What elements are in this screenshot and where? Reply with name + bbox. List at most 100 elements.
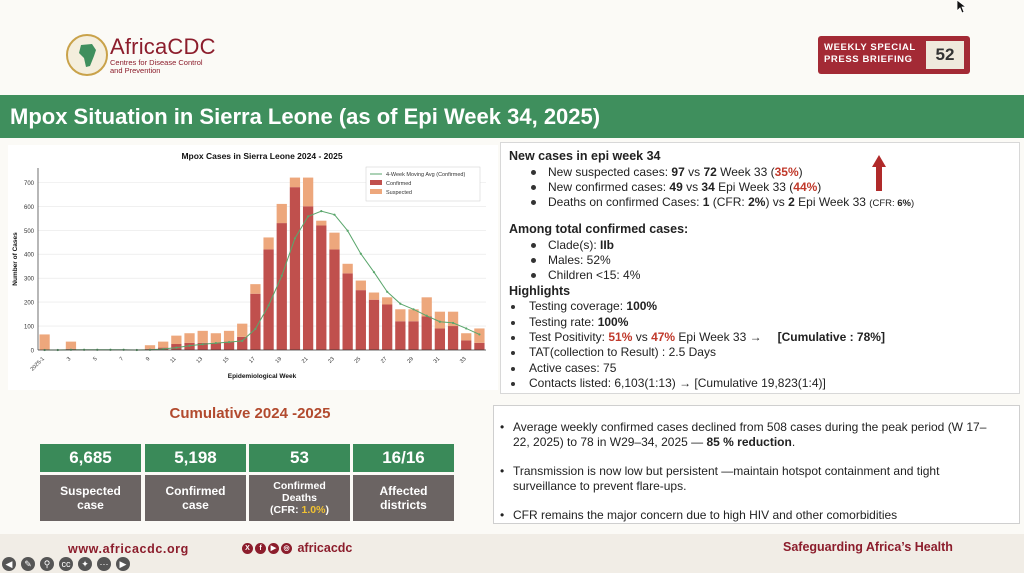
moving-average-point	[425, 314, 428, 317]
confirmed-bar	[263, 249, 274, 350]
males-row: Males: 52%	[531, 253, 611, 267]
suspected-bar	[461, 333, 472, 341]
chart-title: Mpox Cases in Sierra Leone 2024 - 2025	[181, 151, 342, 161]
confirmed-bar	[250, 293, 261, 350]
suspected-bar	[421, 297, 432, 317]
facebook-icon[interactable]: f	[255, 543, 266, 555]
positivity-row: Test Positivity: 51% vs 47% Epi Week 33 …	[511, 330, 885, 344]
confirmed-bar	[408, 321, 419, 350]
rate-row: Testing rate: 100%	[511, 315, 628, 329]
x-tick-label: 23	[327, 356, 336, 365]
y-tick-label: 100	[24, 325, 35, 331]
suspected-bar	[144, 345, 156, 349]
moving-average-point	[412, 308, 415, 311]
x-tick-label: 11	[169, 356, 177, 364]
mouse-pointer-icon	[957, 0, 967, 14]
suspected-bar	[474, 328, 485, 343]
moving-average-point	[307, 215, 310, 218]
note-cfr: • CFR remains the major concern due to hi…	[500, 508, 898, 522]
stat-value: 5,198	[145, 444, 246, 472]
suspected-bar	[316, 220, 327, 226]
website-link[interactable]: www.africacdc.org	[68, 542, 189, 556]
instagram-icon[interactable]: ◎	[281, 543, 292, 555]
suspected-row: New suspected cases: 97 vs 72 Week 33 (3…	[531, 165, 803, 179]
confirmed-bar	[302, 206, 314, 350]
pen-icon[interactable]: ✎	[21, 556, 35, 571]
stat-deaths: 53 Confirmed Deaths (CFR: 1.0%)	[249, 444, 350, 521]
stat-value: 6,685	[40, 444, 141, 472]
y-tick-label: 0	[31, 349, 35, 355]
suspected-bar	[184, 333, 195, 343]
x-icon[interactable]: X	[242, 543, 253, 555]
confirmed-bar	[329, 249, 340, 350]
confirmed-bar	[289, 187, 301, 350]
moving-average-point	[438, 320, 441, 323]
confirmed-bar	[447, 326, 459, 350]
stat-suspected: 6,685 Suspected case	[40, 444, 141, 521]
x-tick-label: 29	[406, 356, 415, 365]
confirmed-bar	[395, 321, 406, 350]
suspected-bar	[65, 341, 77, 349]
confirmed-bar	[434, 328, 446, 350]
suspected-bar	[158, 341, 169, 348]
x-tick-label: 21	[301, 356, 310, 365]
deaths-row: Deaths on confirmed Cases: 1 (CFR: 2%) v…	[531, 195, 914, 209]
youtube-icon[interactable]: ▶	[268, 543, 279, 555]
suspected-bar	[447, 311, 459, 327]
confirmed-bar	[421, 316, 432, 350]
children-row: Children <15: 4%	[531, 268, 640, 282]
more-options-icon[interactable]: ⋯	[97, 556, 111, 571]
suspected-bar	[197, 330, 208, 343]
moving-average-point	[227, 340, 231, 344]
moving-average-point	[254, 327, 257, 331]
social-handle: africacdc	[297, 541, 353, 555]
trend-up-arrow-icon	[872, 155, 886, 191]
cumulative-title: Cumulative 2024 -2025	[169, 405, 331, 422]
x-tick-label: 5	[92, 356, 98, 362]
next-slide-icon[interactable]: ▶	[116, 556, 130, 571]
stat-label: Suspected case	[40, 475, 141, 521]
confirmed-bar	[382, 304, 393, 350]
suspected-bar	[368, 292, 380, 300]
moving-average-point	[175, 346, 178, 349]
note-decline: • Average weekly confirmed cases declined…	[500, 420, 987, 449]
y-tick-label: 400	[24, 253, 35, 259]
moving-average-point	[359, 252, 362, 255]
x-tick-label: 31	[433, 356, 442, 365]
zoom-icon[interactable]: ⚲	[40, 556, 54, 571]
suspected-bar	[263, 237, 274, 250]
suspected-bar	[395, 309, 406, 322]
briefing-number: 52	[926, 41, 964, 69]
confirmed-bar	[355, 290, 366, 350]
confirmed-bar	[316, 225, 327, 350]
x-tick-label: 3	[66, 356, 72, 362]
suspected-bar	[342, 263, 353, 274]
confirmed-bar	[474, 342, 485, 350]
suspected-bar	[302, 177, 314, 207]
x-tick-label: 7	[119, 356, 125, 362]
confirmed-bar	[197, 342, 208, 350]
x-tick-label: 13	[196, 356, 205, 365]
summary-panel: New cases in epi week 34 New suspected c…	[500, 142, 1020, 394]
legend-swatch-suspected	[370, 189, 382, 194]
captions-icon[interactable]: cc	[59, 556, 73, 571]
y-tick-label: 700	[24, 181, 35, 187]
suspected-bar	[434, 311, 446, 329]
moving-average-point	[201, 343, 204, 346]
pointer-icon[interactable]: ✦	[78, 556, 92, 571]
suspected-bar	[382, 297, 393, 305]
y-tick-label: 300	[24, 277, 35, 283]
previous-slide-icon[interactable]: ◀	[2, 556, 16, 571]
highlights-heading: Highlights	[509, 284, 571, 298]
moving-average-point	[280, 274, 283, 277]
legend-label: Suspected	[386, 190, 412, 196]
moving-average-point	[465, 327, 468, 330]
x-tick-label: 9	[145, 356, 151, 362]
clade-row: Clade(s): IIb	[531, 238, 614, 252]
y-tick-label: 500	[24, 229, 35, 235]
logo-name: AfricaCDC	[110, 34, 216, 59]
confirmed-bar	[342, 273, 353, 350]
suspected-bar	[171, 335, 182, 345]
suspected-bar	[250, 284, 261, 294]
